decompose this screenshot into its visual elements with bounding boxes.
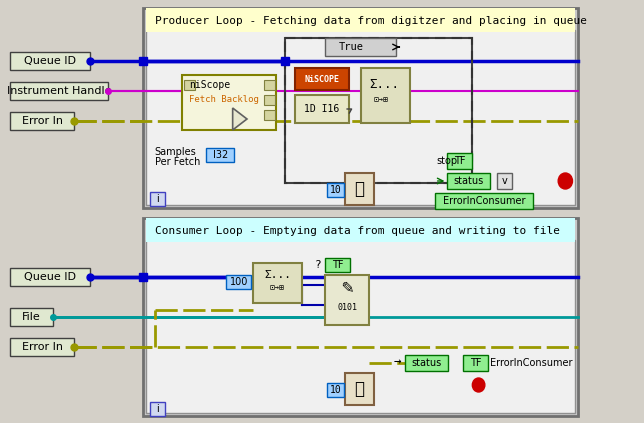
Text: 1D I16: 1D I16 [305, 104, 340, 114]
Text: Consumer Loop - Emptying data from queue and writing to file: Consumer Loop - Emptying data from queue… [155, 226, 560, 236]
Bar [151, 192, 165, 206]
Bar [405, 355, 448, 371]
Bar [285, 38, 472, 183]
Text: I32: I32 [213, 150, 228, 160]
Bar [497, 173, 512, 189]
Bar [285, 38, 472, 183]
Bar [295, 68, 349, 90]
Text: v: v [502, 176, 507, 186]
Bar [448, 153, 472, 169]
Bar [345, 373, 374, 405]
Text: File: File [22, 312, 41, 322]
Bar [146, 218, 575, 242]
Text: ⏱: ⏱ [355, 180, 365, 198]
Text: Error In: Error In [22, 342, 62, 352]
Bar [325, 275, 370, 325]
Bar [143, 218, 578, 416]
Bar [206, 148, 234, 162]
Text: Queue ID: Queue ID [24, 56, 76, 66]
Text: 0101: 0101 [337, 302, 357, 311]
Bar [143, 8, 578, 208]
Text: i: i [156, 194, 159, 204]
Text: →: → [393, 355, 401, 368]
Bar [10, 112, 74, 130]
Bar [146, 30, 575, 205]
Text: Σ...: Σ... [370, 79, 400, 91]
Text: TF: TF [470, 358, 482, 368]
Bar [361, 68, 410, 123]
Bar [264, 110, 275, 120]
Bar [10, 268, 90, 286]
Text: i: i [156, 404, 159, 414]
Text: ErrorInConsumer: ErrorInConsumer [442, 196, 526, 206]
Text: ⏱: ⏱ [355, 380, 365, 398]
Text: TF: TF [332, 260, 343, 270]
Bar [253, 263, 303, 303]
Text: Producer Loop - Fetching data from digitzer and placing in queue: Producer Loop - Fetching data from digit… [155, 16, 587, 26]
Bar [264, 95, 275, 105]
Text: ?: ? [315, 260, 322, 270]
Circle shape [558, 173, 573, 189]
Text: True: True [339, 42, 364, 52]
Bar [464, 355, 488, 371]
Text: stop: stop [437, 156, 458, 166]
Text: TF: TF [454, 156, 466, 166]
Text: Samples: Samples [155, 147, 196, 157]
Bar [10, 338, 74, 356]
Bar [264, 80, 275, 90]
Text: Queue ID: Queue ID [24, 272, 76, 282]
Text: ⊡→⊞: ⊡→⊞ [270, 283, 285, 292]
Bar [146, 240, 575, 413]
Bar [327, 183, 343, 197]
Text: Instrument Handle: Instrument Handle [7, 86, 111, 96]
Text: NiSCOPE: NiSCOPE [305, 74, 339, 83]
Bar [325, 38, 396, 56]
Bar [325, 258, 350, 272]
Polygon shape [232, 108, 247, 130]
Text: Error In: Error In [22, 116, 62, 126]
Bar [184, 80, 195, 90]
Text: ErrorInConsumer: ErrorInConsumer [490, 358, 573, 368]
Text: 100: 100 [230, 277, 248, 287]
Text: status: status [412, 358, 442, 368]
Bar [435, 193, 533, 209]
Bar [10, 52, 90, 70]
Text: Per Fetch: Per Fetch [155, 157, 200, 167]
Text: ✎: ✎ [341, 277, 353, 297]
Text: ⊡→⊞: ⊡→⊞ [374, 96, 388, 104]
Bar [345, 173, 374, 205]
Text: 10: 10 [330, 385, 341, 395]
Text: status: status [453, 176, 484, 186]
Bar [10, 82, 108, 100]
Bar [295, 95, 349, 123]
Bar [327, 383, 343, 397]
Bar [227, 275, 251, 289]
Text: 10: 10 [330, 185, 341, 195]
Bar [182, 75, 276, 130]
Bar [146, 8, 575, 32]
Bar [151, 402, 165, 416]
Bar [448, 173, 490, 189]
Text: Fetch Backlog: Fetch Backlog [189, 96, 259, 104]
Text: Σ...: Σ... [264, 270, 291, 280]
Text: niScope: niScope [189, 80, 230, 90]
Circle shape [472, 378, 485, 392]
Bar [10, 308, 53, 326]
